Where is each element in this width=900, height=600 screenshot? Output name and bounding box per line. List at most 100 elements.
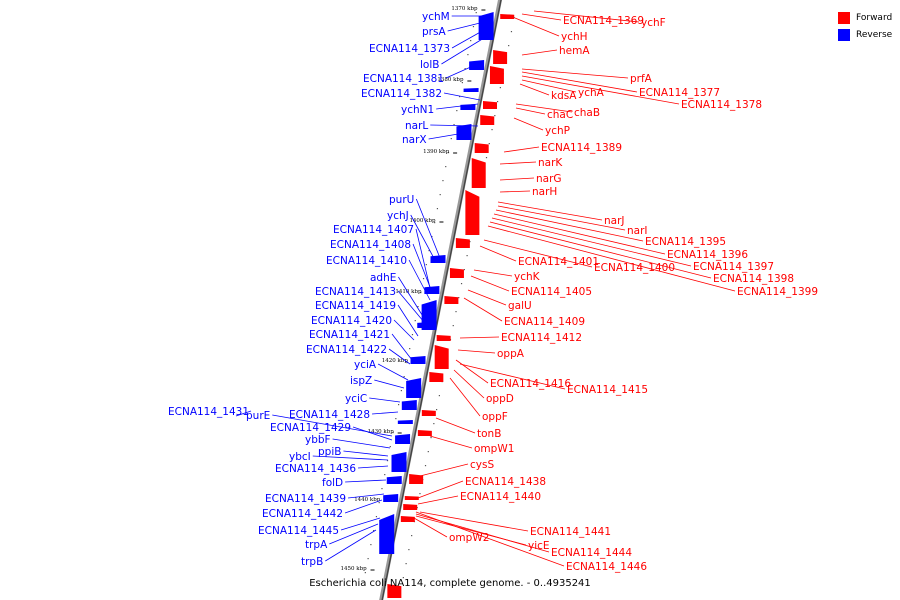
position-dot xyxy=(370,544,372,546)
leader-line xyxy=(497,201,603,221)
reverse-gene xyxy=(395,434,411,444)
reverse-gene-label: ispZ xyxy=(350,375,372,387)
position-dot xyxy=(367,558,369,560)
reverse-gene-label: ECNA114_1373 xyxy=(369,43,450,55)
scale-tick-label: 1440 kbp xyxy=(354,497,381,503)
leader-line xyxy=(369,397,401,403)
forward-gene xyxy=(474,143,489,153)
leader-line xyxy=(398,276,425,319)
leader-line xyxy=(436,103,479,110)
position-dot xyxy=(447,152,450,154)
leader-line xyxy=(372,411,399,415)
reverse-gene-label: ECNA114_1419 xyxy=(315,300,396,312)
position-dot xyxy=(417,306,419,308)
scale-tick-label: 1410 kbp xyxy=(395,289,422,295)
reverse-gene xyxy=(430,255,446,263)
forward-gene-label: ompW1 xyxy=(474,443,514,455)
forward-gene-label: oppF xyxy=(482,411,508,423)
forward-gene-label: ECNA114_1412 xyxy=(501,332,582,344)
forward-gene-label: ychK xyxy=(514,271,541,283)
leader-line xyxy=(391,333,413,361)
forward-gene-label: narG xyxy=(536,173,562,185)
forward-gene xyxy=(417,430,432,436)
leader-line xyxy=(445,61,483,79)
leader-line xyxy=(521,13,562,21)
leader-line xyxy=(499,177,535,181)
forward-gene-label: ECNA114_1400 xyxy=(594,262,675,274)
forward-gene xyxy=(421,410,436,416)
forward-gene-label: ECNA114_1440 xyxy=(460,491,541,503)
leader-line xyxy=(352,426,393,441)
forward-gene-label: ECNA114_1415 xyxy=(567,384,648,396)
leader-line xyxy=(459,363,566,390)
position-dot xyxy=(458,96,461,98)
leader-line xyxy=(515,107,546,115)
forward-gene xyxy=(429,372,444,382)
leader-line xyxy=(393,319,415,341)
position-dot xyxy=(472,26,475,28)
reverse-gene-label: ECNA114_1408 xyxy=(330,239,411,251)
position-dot xyxy=(450,138,452,140)
forward-gene-label: ECNA114_1389 xyxy=(541,142,622,154)
position-dot xyxy=(463,269,465,271)
forward-gene xyxy=(489,66,504,84)
forward-gene-label: ECNA114_1395 xyxy=(645,236,726,248)
forward-gene-label: chaB xyxy=(574,107,600,119)
position-dot xyxy=(494,115,496,117)
position-dot xyxy=(461,82,463,84)
position-dot xyxy=(422,278,425,280)
leader-line xyxy=(329,523,379,545)
forward-gene-label: oppA xyxy=(497,348,525,360)
leader-line xyxy=(489,221,712,279)
position-dot xyxy=(439,194,441,196)
reverse-gene xyxy=(424,286,440,294)
position-dot xyxy=(373,530,375,532)
reverse-gene-label: ychJ xyxy=(387,210,409,222)
forward-gene xyxy=(480,115,495,125)
reverse-gene-label: lolB xyxy=(420,59,439,71)
forward-gene-label: kdsA xyxy=(551,90,577,102)
leader-line xyxy=(470,275,510,292)
forward-gene xyxy=(471,158,486,188)
position-dot xyxy=(431,236,433,238)
reverse-gene-label: folD xyxy=(322,477,343,489)
forward-gene xyxy=(400,516,415,522)
leader-line xyxy=(408,259,431,301)
leader-line xyxy=(417,480,464,499)
position-dot xyxy=(467,54,469,56)
leader-line xyxy=(487,225,736,292)
position-dot xyxy=(381,488,383,490)
reverse-gene xyxy=(478,12,494,40)
forward-gene-label: ECNA114_1396 xyxy=(667,249,748,261)
position-dot xyxy=(510,31,513,33)
forward-swatch xyxy=(838,11,850,24)
position-dot xyxy=(458,297,460,299)
genome-caption: Escherichia coli NA114, complete genome.… xyxy=(309,578,591,589)
forward-gene-label: ECNA114_1416 xyxy=(490,378,571,390)
scale-tick-label: 1400 kbp xyxy=(409,218,436,224)
forward-gene-label: ECNA114_1398 xyxy=(713,273,794,285)
position-dot xyxy=(445,166,447,168)
forward-gene xyxy=(409,474,424,484)
position-dot xyxy=(398,404,400,406)
position-dot xyxy=(436,409,438,411)
position-dot xyxy=(425,264,427,266)
leader-line xyxy=(499,190,531,193)
leader-line xyxy=(521,71,638,93)
leader-line xyxy=(459,336,500,339)
leader-line xyxy=(235,410,252,417)
reverse-gene-label: narX xyxy=(402,134,427,146)
reverse-gene-label: ECNA114_1429 xyxy=(270,422,351,434)
forward-gene-label: cysS xyxy=(470,459,494,471)
forward-gene xyxy=(387,584,402,598)
leader-line xyxy=(343,450,389,457)
legend: Forward Reverse xyxy=(838,9,892,43)
reverse-swatch xyxy=(838,28,850,41)
reverse-gene xyxy=(469,60,485,70)
position-dot xyxy=(455,311,457,313)
forward-gene xyxy=(493,50,508,64)
reverse-gene-label: ECNA114_1413 xyxy=(315,286,396,298)
leader-line xyxy=(495,209,644,242)
scale-tick-label: 1380 kbp xyxy=(437,77,464,83)
